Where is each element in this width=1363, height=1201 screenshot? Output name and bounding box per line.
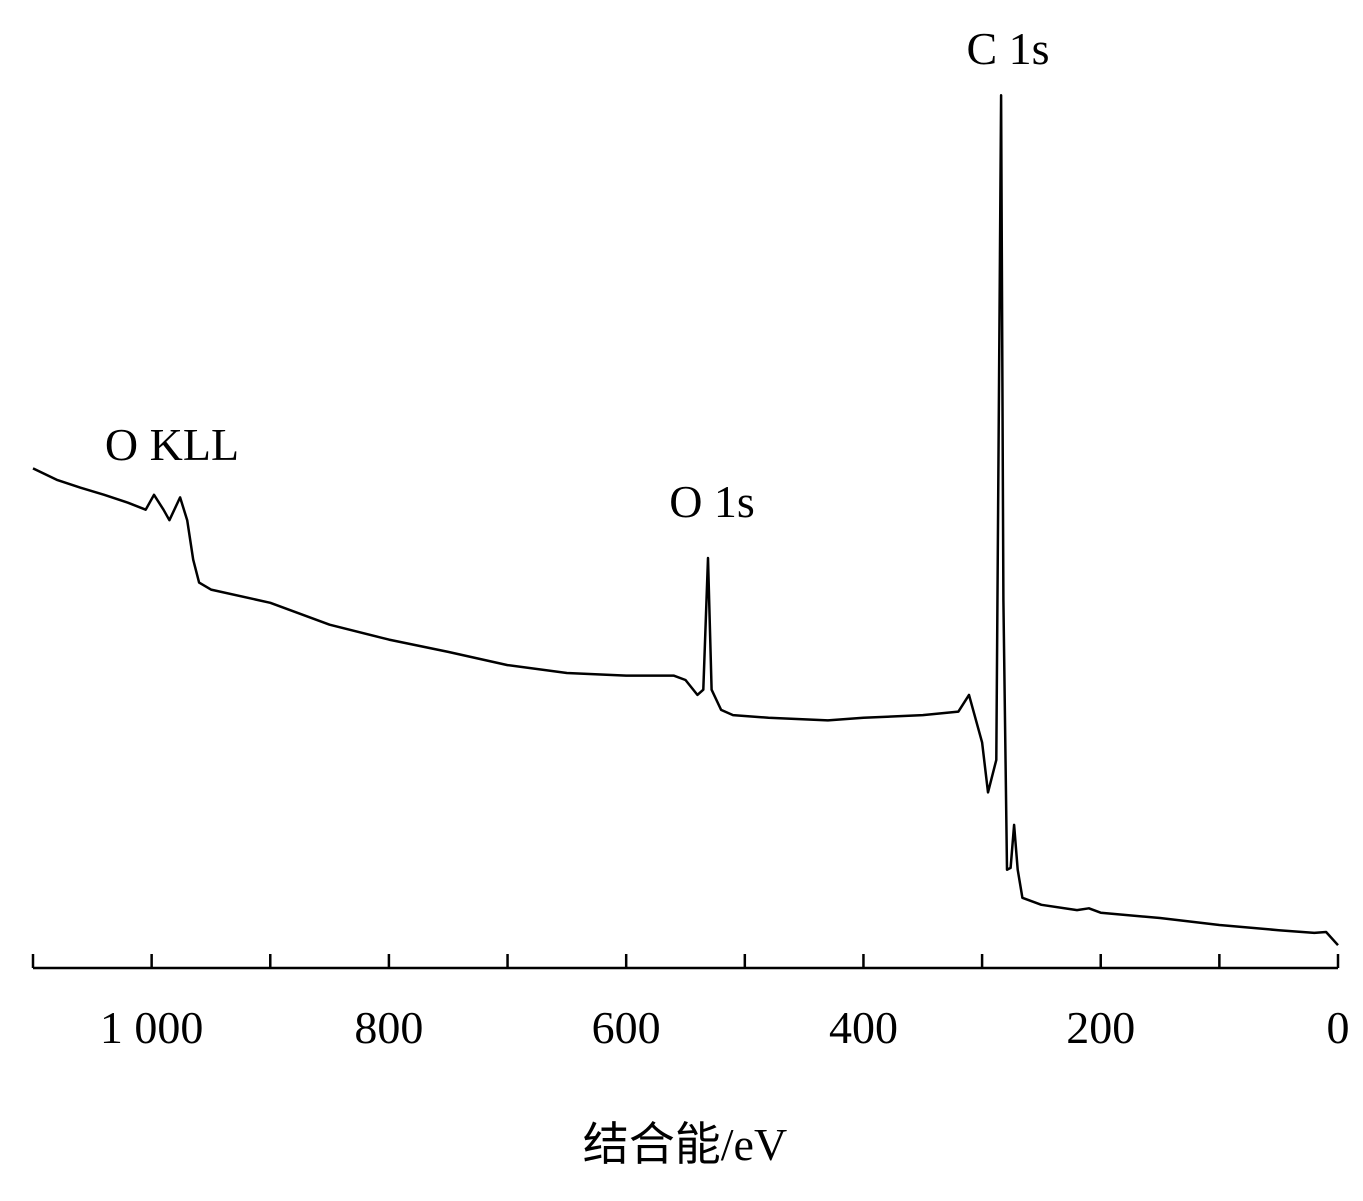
x-tick-label: 0 xyxy=(1327,1002,1350,1053)
annotation: C 1s xyxy=(966,23,1049,74)
x-tick-label: 800 xyxy=(354,1002,423,1053)
x-axis-title: 结合能/eV xyxy=(583,1119,787,1170)
x-tick-label: 600 xyxy=(592,1002,661,1053)
x-tick-label: 200 xyxy=(1066,1002,1135,1053)
x-tick-label: 400 xyxy=(829,1002,898,1053)
annotation: O 1s xyxy=(669,476,755,527)
annotation: O KLL xyxy=(105,419,239,470)
spectrum-line xyxy=(32,94,1339,947)
x-tick-label: 1 000 xyxy=(100,1002,204,1053)
